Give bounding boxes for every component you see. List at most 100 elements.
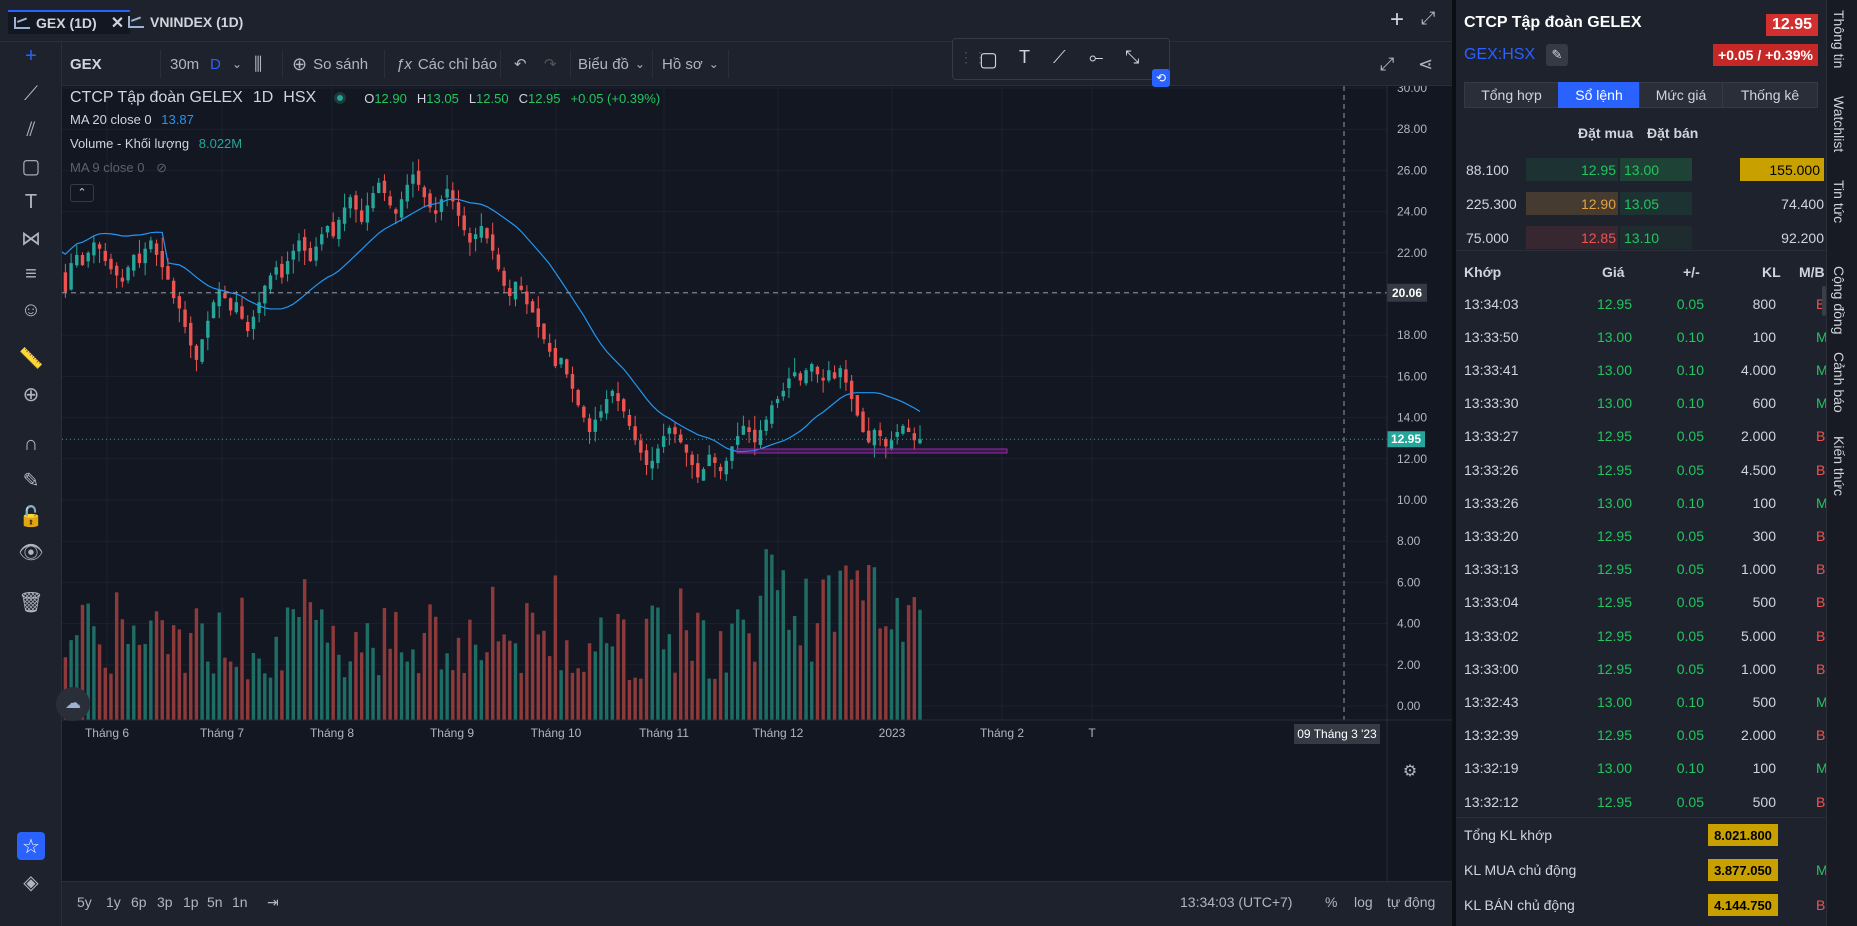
subtab-muc-gia[interactable]: Mức giá — [1639, 82, 1723, 108]
open-value: 12.90 — [374, 90, 407, 106]
horizontal-ray-icon[interactable]: ⟜ — [1089, 47, 1104, 67]
clock-time[interactable]: 13:34:03 (UTC+7) — [1180, 894, 1293, 910]
trend-line-icon[interactable]: ⟋ — [24, 82, 38, 105]
prediction-icon[interactable]: ≡ — [25, 262, 37, 285]
percent-toggle[interactable]: % — [1325, 894, 1338, 910]
volume-bar — [388, 648, 392, 720]
subtab-tong-hop[interactable]: Tổng hợp — [1464, 82, 1559, 108]
magnet-icon[interactable]: ∩ — [23, 432, 39, 455]
emoji-icon[interactable]: ☺ — [20, 298, 42, 321]
side-tab-watchlist[interactable]: Watchlist — [1831, 96, 1847, 153]
range-5y[interactable]: 5y — [77, 894, 92, 910]
auto-scale-icon[interactable]: ⟲ — [1152, 69, 1170, 87]
sell-price[interactable]: 13.05 — [1624, 195, 1660, 212]
indicators-button[interactable]: ƒx Các chỉ báo — [396, 42, 497, 86]
edit-icon[interactable]: ✎ — [1546, 44, 1568, 66]
ma9-legend[interactable]: MA 9 close 0 ⊘ — [70, 160, 167, 176]
rectangle-icon[interactable]: ▢ — [979, 49, 998, 71]
range-1n[interactable]: 1n — [232, 894, 248, 910]
redo-icon[interactable]: ↷ — [544, 56, 557, 73]
tab-gex[interactable]: GEX (1D) ✕ — [8, 10, 131, 34]
chart-type-button[interactable]: Biểu đồ ⌄ — [578, 42, 645, 86]
lock-drawing-icon[interactable]: ✎ — [22, 469, 40, 492]
range-1p[interactable]: 1p — [183, 894, 199, 910]
eye-icon[interactable]: 👁 — [18, 541, 44, 564]
side-tab-info[interactable]: Thông tin — [1831, 10, 1847, 69]
log-toggle[interactable]: log — [1354, 894, 1373, 910]
layers-icon[interactable]: ◈ — [23, 871, 39, 894]
range-1y[interactable]: 1y — [106, 894, 121, 910]
price-chart[interactable]: 30.0028.0026.0024.0022.0020.0018.0016.00… — [62, 86, 1452, 881]
trash-icon[interactable]: 🗑 — [18, 591, 44, 614]
tab-vnindex[interactable]: VNINDEX (1D) — [128, 10, 243, 34]
sell-price[interactable]: 13.00 — [1624, 161, 1660, 178]
chart-area[interactable]: 30.0028.0026.0024.0022.0020.0018.0016.00… — [56, 69, 1452, 881]
volume-legend[interactable]: Volume - Khối lượng 8.022M — [70, 136, 242, 151]
candle — [120, 277, 125, 282]
subtab-thong-ke[interactable]: Thống kê — [1722, 82, 1818, 108]
profile-button[interactable]: Hồ sơ ⌄ — [662, 42, 719, 86]
sell-price[interactable]: 13.10 — [1624, 229, 1660, 246]
auto-toggle[interactable]: tự động — [1387, 894, 1436, 910]
ticker-label[interactable]: GEX:HSX — [1464, 46, 1536, 63]
expand-icon[interactable]: ⤢ — [1380, 53, 1395, 74]
pitchfork-icon[interactable]: ⫽ — [26, 118, 36, 141]
text-icon[interactable]: T — [24, 190, 38, 213]
orderbook-row[interactable]: 88.100 12.95 13.00 155.000 — [1464, 153, 1826, 186]
compare-button[interactable]: ⊕ So sánh — [292, 42, 368, 86]
ma20-legend[interactable]: MA 20 close 0 13.87 — [70, 112, 194, 127]
candle — [434, 210, 438, 214]
trade-time: 13:33:27 — [1464, 428, 1519, 445]
zoom-in-icon[interactable]: ⊕ — [22, 383, 40, 406]
candle — [234, 302, 239, 313]
share-icon[interactable]: ⋖ — [1418, 53, 1434, 74]
star-icon[interactable]: ☆ — [17, 832, 45, 860]
range-6p[interactable]: 6p — [131, 894, 147, 910]
text-icon[interactable]: T — [1019, 47, 1030, 67]
trade-row: 13:33:20 12.95 0.05 300 B — [1464, 519, 1826, 552]
side-tab-alerts[interactable]: Cảnh báo — [1831, 352, 1847, 413]
trend-line-icon[interactable]: ⟋ — [1053, 47, 1066, 67]
range-5n[interactable]: 5n — [207, 894, 223, 910]
fullscreen-icon[interactable]: ⤢ — [1421, 8, 1436, 28]
close-icon[interactable]: ✕ — [110, 15, 125, 32]
interval-d-button[interactable]: D — [210, 55, 221, 73]
volume-value: 8.022M — [198, 136, 243, 151]
orderbook-row[interactable]: 225.300 12.90 13.05 74.400 — [1464, 187, 1826, 220]
path-icon[interactable]: ⤡ — [1125, 47, 1140, 67]
volume-bar — [536, 634, 540, 720]
pattern-icon[interactable]: ⋈ — [21, 227, 41, 250]
settings-gear-icon[interactable]: ⚙ — [1403, 761, 1417, 780]
candle — [314, 246, 318, 261]
side-tab-learn[interactable]: Kiến thức — [1831, 436, 1847, 496]
drag-handle-icon[interactable]: ⋮⋮ — [959, 49, 987, 65]
ruler-icon[interactable]: 📏 — [18, 347, 44, 370]
rectangle-icon[interactable]: ▢ — [21, 155, 41, 178]
add-tab-icon[interactable]: + — [1390, 6, 1405, 33]
buy-price[interactable]: 12.95 — [1580, 161, 1616, 178]
range-3p[interactable]: 3p — [157, 894, 173, 910]
undo-icon[interactable]: ↶ — [514, 56, 527, 73]
hidden-eye-icon[interactable]: ⊘ — [156, 160, 167, 175]
buy-price[interactable]: 12.90 — [1580, 195, 1616, 212]
trades-scrollbar[interactable] — [1822, 286, 1826, 316]
subtab-so-lenh[interactable]: Sổ lệnh — [1558, 82, 1640, 108]
date-range-icon[interactable]: ⇥ — [267, 894, 279, 910]
symbol-search[interactable]: GEX — [70, 55, 102, 73]
chevron-down-icon[interactable]: ⌄ — [232, 57, 243, 71]
interval-button[interactable]: 30m — [170, 55, 200, 73]
side-tab-news[interactable]: Tin tức — [1831, 180, 1847, 224]
collapse-legend-button[interactable]: ⌃ — [70, 184, 94, 202]
buy-price[interactable]: 12.85 — [1580, 229, 1616, 246]
volume-bar — [827, 575, 831, 720]
x-tick-label: Tháng 10 — [531, 726, 582, 740]
candle-type-icon[interactable]: ⫼ — [254, 53, 263, 74]
sell-price-bar — [1620, 158, 1692, 181]
trade-side: M — [1816, 693, 1828, 710]
candle — [696, 463, 700, 478]
side-tab-community[interactable]: Cộng đồng — [1831, 266, 1847, 335]
trade-volume: 100 — [1752, 494, 1776, 511]
crosshair-icon[interactable]: + — [25, 44, 37, 67]
lock-icon[interactable]: 🔓 — [18, 505, 44, 528]
orderbook-row[interactable]: 75.000 12.85 13.10 92.200 — [1464, 221, 1826, 254]
